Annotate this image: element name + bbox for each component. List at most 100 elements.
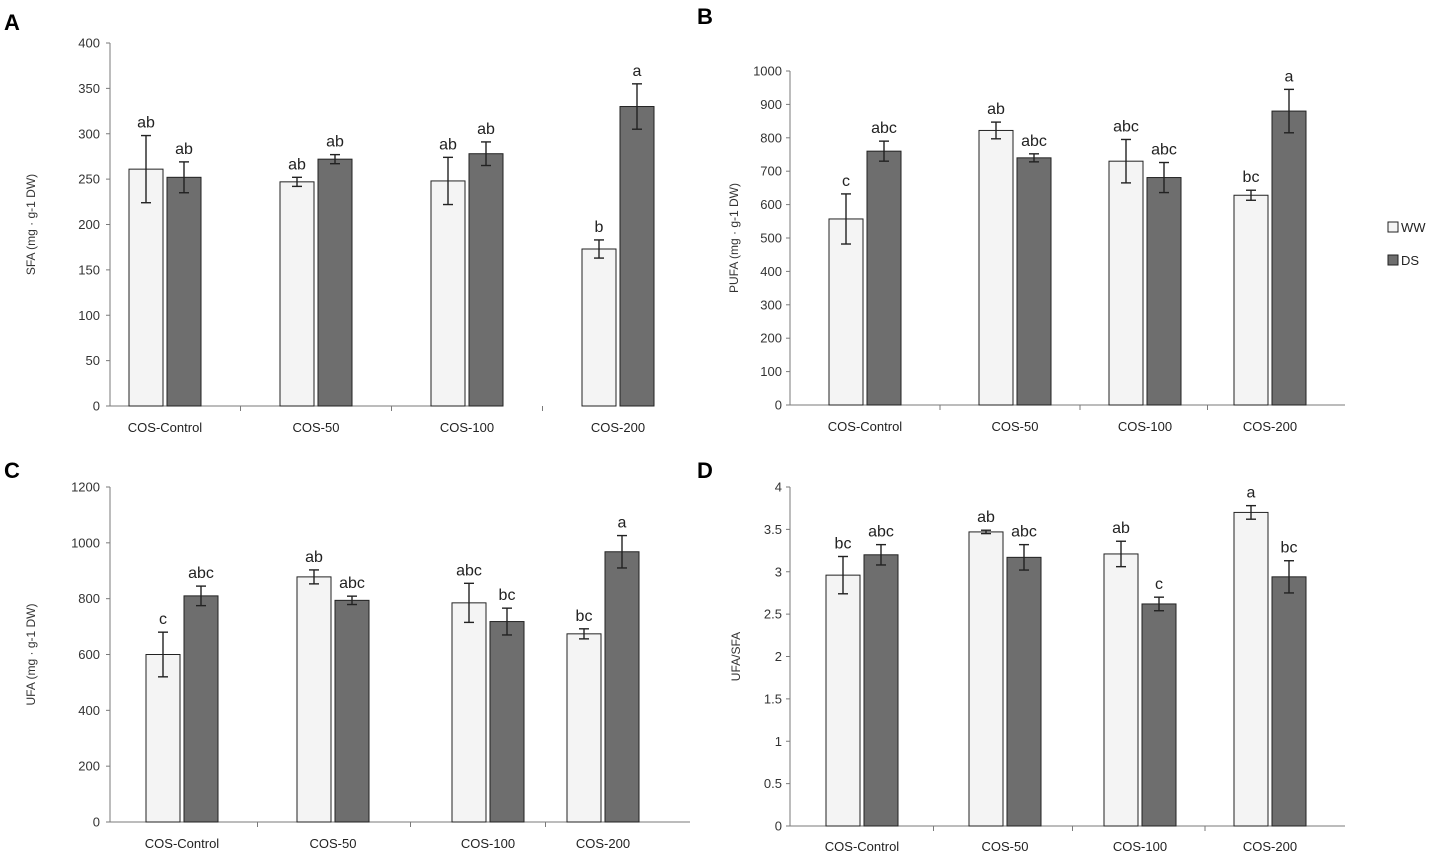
- y-tick-label-a: 350: [78, 81, 100, 96]
- significance-label-ds-c: a: [618, 515, 627, 532]
- chart-panel-c: C 0 200 400 600 800 1000 1200 UFA (mg · g-1 DW) C…: [4, 458, 690, 851]
- x-category-label-b: COS-100: [1118, 419, 1172, 434]
- y-tick-label-c: 400: [78, 703, 100, 718]
- panel-letter-d: D: [697, 458, 713, 483]
- bar-ds-b: [1146, 177, 1182, 406]
- y-tick-label-b: 500: [760, 231, 782, 246]
- legend-label-ww: WW: [1401, 220, 1426, 235]
- significance-label-ds-a: a: [633, 63, 642, 80]
- y-axis-title-b: PUFA (mg · g-1 DW): [727, 183, 741, 293]
- y-tick-label-a: 50: [86, 353, 100, 368]
- y-tick-label-c: 200: [78, 759, 100, 774]
- significance-label-ds-b: abc: [1151, 142, 1177, 159]
- significance-label-ww-b: abc: [1113, 118, 1139, 135]
- y-tick-label-d: 4: [775, 480, 782, 495]
- y-tick-label-a: 300: [78, 126, 100, 141]
- bar-ds-b: [866, 150, 902, 406]
- bar-ww-d: [968, 531, 1004, 827]
- significance-label-ww-d: bc: [835, 535, 852, 552]
- y-tick-label-b: 700: [760, 164, 782, 179]
- y-tick-label-d: 1: [775, 734, 782, 749]
- y-tick-label-c: 1200: [71, 480, 100, 495]
- chart-panel-d: D 0 0.5 1 1.5 2 2.5 3 3.5 4 UFA/SFA COS-Control COS-…: [697, 458, 1345, 854]
- x-category-label-d: COS-200: [1243, 839, 1297, 854]
- significance-label-ww-a: b: [595, 219, 604, 236]
- bar-ww-a: [581, 248, 617, 407]
- bar-ds-a: [468, 153, 504, 407]
- x-category-label-d: COS-100: [1113, 839, 1167, 854]
- bar-ds-c: [334, 599, 370, 823]
- bar-ds-d: [863, 554, 899, 827]
- bar-ww-a: [128, 168, 164, 407]
- y-axis-title-c: UFA (mg · g-1 DW): [24, 603, 38, 705]
- bar-ww-a: [279, 181, 315, 407]
- y-tick-label-c: 600: [78, 647, 100, 662]
- bar-ww-b: [1108, 160, 1144, 406]
- y-tick-label-a: 100: [78, 308, 100, 323]
- bar-ww-c: [566, 633, 602, 823]
- bar-ds-a: [619, 106, 655, 407]
- y-tick-label-a: 0: [93, 399, 100, 414]
- x-category-label-b: COS-200: [1243, 419, 1297, 434]
- significance-label-ww-d: a: [1247, 485, 1256, 502]
- y-tick-label-b: 400: [760, 264, 782, 279]
- significance-label-ds-a: ab: [326, 134, 344, 151]
- x-category-label-b: COS-Control: [828, 419, 903, 434]
- significance-label-ww-b: bc: [1243, 169, 1260, 186]
- y-tick-label-c: 0: [93, 815, 100, 830]
- y-tick-label-b: 800: [760, 130, 782, 145]
- y-tick-label-a: 150: [78, 262, 100, 277]
- panel-letter-b: B: [697, 4, 713, 29]
- significance-label-ww-b: c: [842, 173, 850, 190]
- y-tick-label-d: 1.5: [764, 691, 782, 706]
- bar-ww-b: [978, 129, 1014, 406]
- x-category-label-c: COS-200: [576, 836, 630, 851]
- significance-label-ds-d: c: [1155, 576, 1163, 593]
- legend: WW DS: [1387, 220, 1426, 268]
- x-category-label-a: COS-100: [440, 420, 494, 435]
- significance-label-ds-a: ab: [477, 121, 495, 138]
- bar-ds-a: [317, 158, 353, 407]
- bar-ds-b: [1016, 157, 1052, 406]
- y-tick-label-d: 0.5: [764, 776, 782, 791]
- bar-ww-d: [1233, 511, 1269, 827]
- bar-ds-d: [1271, 576, 1307, 827]
- legend-swatch-ww: [1387, 221, 1399, 233]
- significance-label-ds-d: abc: [1011, 524, 1037, 541]
- x-category-label-a: COS-50: [293, 420, 340, 435]
- significance-label-ds-a: ab: [175, 141, 193, 158]
- significance-label-ds-d: abc: [868, 524, 894, 541]
- y-tick-label-a: 200: [78, 217, 100, 232]
- x-category-label-a: COS-200: [591, 420, 645, 435]
- y-tick-label-b: 100: [760, 364, 782, 379]
- legend-label-ds: DS: [1401, 253, 1419, 268]
- y-tick-label-b: 0: [775, 398, 782, 413]
- significance-label-ds-b: abc: [1021, 133, 1047, 150]
- bar-ww-c: [451, 602, 487, 823]
- significance-label-ww-b: ab: [987, 101, 1005, 118]
- significance-label-ww-c: ab: [305, 549, 323, 566]
- y-tick-label-b: 600: [760, 197, 782, 212]
- chart-panel-a: A 0 50 100 150 200 250 300 350 400 SFA (mg · g-1 D…: [4, 10, 655, 435]
- legend-swatch-ds: [1387, 254, 1399, 266]
- significance-label-ds-c: abc: [188, 565, 214, 582]
- panel-letter-a: A: [4, 10, 20, 35]
- x-category-label-a: COS-Control: [128, 420, 203, 435]
- significance-label-ww-c: abc: [456, 562, 482, 579]
- y-tick-label-b: 300: [760, 297, 782, 312]
- significance-label-ds-b: abc: [871, 120, 897, 137]
- y-axis-title-a: SFA (mg · g-1 DW): [24, 174, 38, 275]
- significance-label-ds-c: abc: [339, 575, 365, 592]
- x-category-label-c: COS-50: [310, 836, 357, 851]
- y-tick-label-d: 2: [775, 649, 782, 664]
- x-category-label-c: COS-100: [461, 836, 515, 851]
- significance-label-ds-c: bc: [499, 587, 516, 604]
- significance-label-ds-b: a: [1285, 68, 1294, 85]
- bar-ww-c: [296, 576, 332, 823]
- y-tick-label-d: 3.5: [764, 522, 782, 537]
- bar-ww-d: [825, 574, 861, 827]
- bar-ww-c: [145, 654, 181, 823]
- x-category-label-c: COS-Control: [145, 836, 220, 851]
